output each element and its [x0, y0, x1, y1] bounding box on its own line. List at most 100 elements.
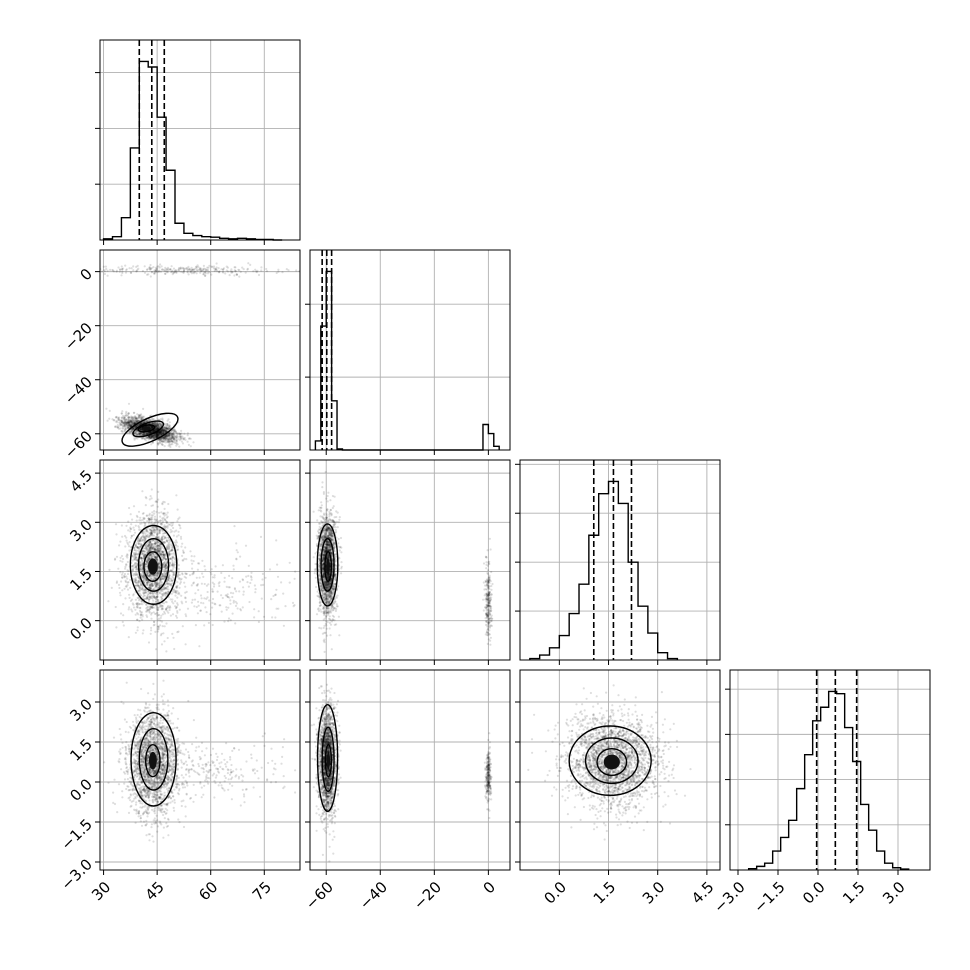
sample-point [193, 598, 197, 601]
sample-point [120, 274, 123, 277]
sample-point [136, 430, 139, 433]
sample-point [147, 431, 150, 435]
sample-point [121, 424, 124, 427]
sample-point [166, 636, 169, 640]
sample-point [163, 435, 166, 438]
sample-point [150, 426, 153, 429]
sample-point [148, 528, 151, 531]
sample-point [125, 421, 128, 424]
sample-point [159, 424, 162, 427]
sample-point [181, 435, 184, 438]
sample-point [149, 632, 152, 635]
sample-point [229, 619, 232, 622]
sample-point [141, 603, 144, 606]
sample-point [159, 422, 162, 425]
sample-point [119, 419, 122, 422]
sample-point [153, 421, 156, 424]
sample-point [140, 422, 143, 425]
sample-point [128, 431, 131, 434]
sample-point [148, 435, 151, 438]
sample-point [184, 597, 187, 600]
sample-point [229, 269, 232, 273]
sample-point [166, 419, 169, 422]
sample-point [123, 423, 126, 426]
sample-point [246, 581, 249, 584]
sample-point [168, 426, 171, 429]
sample-point [271, 616, 274, 619]
sample-point [167, 438, 170, 441]
sample-point [156, 424, 159, 427]
sample-point [96, 267, 98, 269]
panel-frame [729, 669, 931, 871]
sample-point [158, 423, 161, 426]
sample-point [146, 437, 149, 440]
sample-point [97, 269, 99, 271]
sample-point [166, 441, 169, 444]
sample-point [163, 518, 166, 521]
sample-point [262, 615, 266, 618]
sample-point [156, 422, 159, 425]
sample-point [130, 608, 133, 611]
sample-point [127, 421, 130, 424]
sample-point [136, 546, 139, 549]
sample-point [156, 427, 159, 430]
sample-point [177, 432, 181, 435]
sample-point [142, 555, 145, 558]
sample-point [197, 600, 200, 603]
sample-point [229, 599, 232, 602]
sample-point [104, 265, 107, 268]
sample-point [155, 435, 158, 438]
sample-point [118, 544, 121, 547]
sample-point [170, 432, 173, 435]
sample-point [167, 432, 170, 435]
sample-point [161, 429, 164, 432]
sample-point [195, 272, 198, 275]
sample-point [156, 442, 159, 445]
sample-point [152, 430, 155, 433]
sample-point [159, 440, 162, 443]
sample-point [169, 569, 172, 573]
sample-point [155, 269, 158, 272]
sample-point [178, 445, 181, 448]
sample-point [164, 436, 167, 439]
sample-point [133, 548, 136, 552]
sample-point [179, 435, 182, 439]
sample-point [152, 418, 155, 421]
panel-content [312, 470, 494, 654]
sample-point [233, 274, 236, 277]
sample-point [154, 435, 157, 438]
sample-point [129, 425, 132, 428]
sample-point [140, 416, 143, 419]
sample-point [182, 551, 185, 555]
sample-point [135, 420, 138, 423]
sample-point [146, 432, 149, 435]
sample-point [144, 420, 147, 423]
sample-point [233, 588, 237, 591]
sample-point [179, 434, 182, 437]
sample-point [148, 425, 151, 428]
sample-point [209, 613, 212, 616]
sample-point [147, 641, 151, 644]
sample-point [190, 268, 193, 271]
sample-point [120, 580, 123, 583]
sample-point [172, 571, 175, 574]
sample-point [124, 427, 128, 430]
sample-point [180, 435, 183, 438]
sample-point [160, 265, 163, 268]
sample-point [145, 439, 148, 442]
sample-point [161, 431, 164, 434]
sample-point [175, 494, 178, 497]
sample-point [120, 416, 123, 419]
sample-point [172, 430, 175, 433]
sample-point [167, 438, 170, 441]
sample-point [214, 565, 217, 568]
sample-point [154, 427, 157, 430]
sample-point [143, 433, 146, 436]
sample-point [281, 271, 284, 274]
sample-point [153, 430, 156, 433]
sample-point [130, 422, 133, 425]
sample-point [167, 576, 170, 579]
sample-point [192, 560, 195, 563]
sample-point [153, 582, 156, 585]
sample-point [238, 580, 242, 583]
